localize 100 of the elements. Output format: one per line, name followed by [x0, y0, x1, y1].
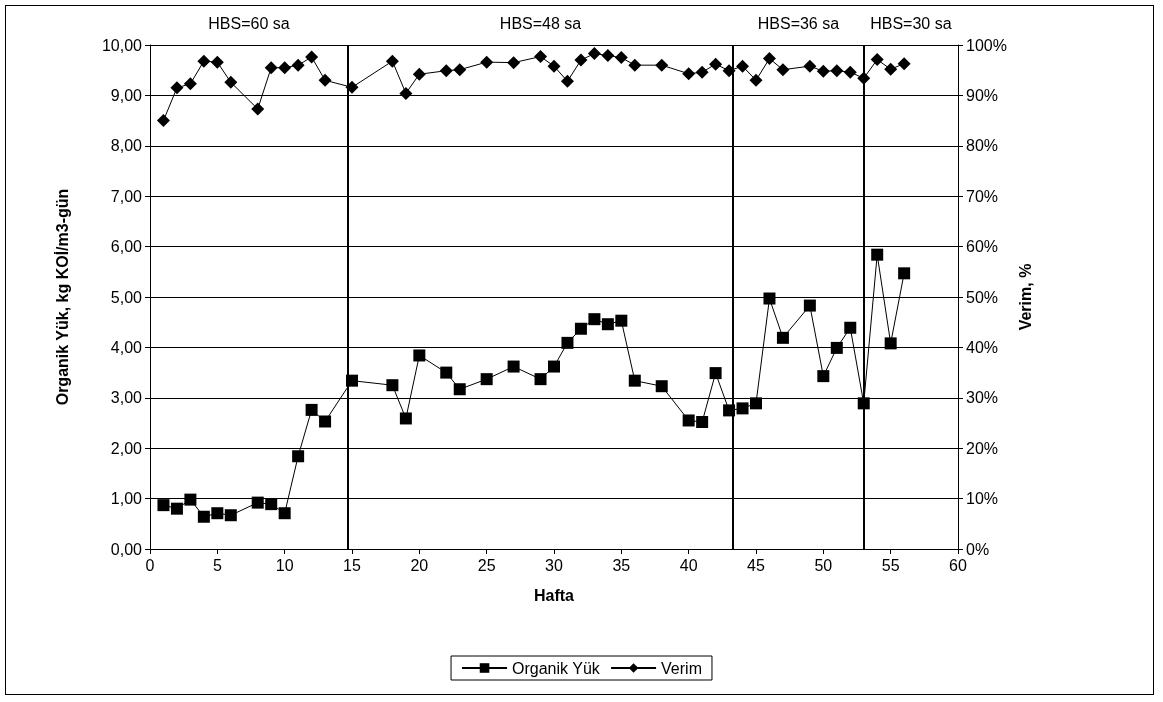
- y2-tick-label: 70%: [966, 187, 999, 205]
- y2-tick-label: 40%: [966, 338, 999, 356]
- y-axis-title: Organik Yük, kg KOİ/m3-gün: [53, 188, 71, 406]
- point: [736, 402, 749, 415]
- legend-label: Organik Yük: [512, 659, 601, 677]
- point: [534, 50, 548, 64]
- y-tick-label: 1,00: [110, 490, 143, 508]
- text: HBS=60 sa: [208, 14, 290, 32]
- point: [817, 370, 830, 383]
- point: [695, 65, 709, 79]
- point: [197, 510, 210, 523]
- x-tick-label: 60: [949, 556, 967, 574]
- y-tick-label: 2,00: [110, 439, 143, 457]
- point: [305, 403, 318, 416]
- point: [561, 336, 574, 349]
- y2-tick-label: 100%: [966, 36, 1007, 54]
- point: [628, 58, 642, 72]
- y2-tick-label: 20%: [966, 439, 999, 457]
- text: HBS=36 sa: [757, 14, 840, 32]
- point: [628, 374, 641, 387]
- point: [601, 49, 615, 63]
- point: [547, 59, 561, 73]
- x-tick-label: 35: [612, 556, 631, 574]
- x-tick-label: 50: [814, 556, 833, 574]
- point: [170, 502, 183, 515]
- point: [291, 58, 305, 72]
- point: [870, 53, 884, 67]
- x-tick-label: 25: [477, 556, 496, 574]
- point: [183, 77, 197, 91]
- point: [453, 383, 466, 396]
- x-tick-label: 0: [145, 556, 155, 574]
- point: [709, 57, 723, 71]
- x-tick-label: 55: [881, 556, 900, 574]
- text: HBS=48 sa: [499, 14, 582, 32]
- point: [655, 380, 668, 393]
- point: [251, 496, 264, 509]
- point: [871, 248, 884, 261]
- point: [224, 75, 238, 89]
- point: [319, 415, 332, 428]
- point: [897, 57, 911, 71]
- point: [696, 415, 709, 428]
- point: [560, 74, 574, 88]
- point: [534, 373, 547, 386]
- point: [601, 318, 614, 331]
- point: [399, 412, 412, 425]
- point: [170, 81, 184, 95]
- point: [412, 67, 426, 81]
- point: [803, 299, 816, 312]
- x-tick-label: 5: [212, 556, 222, 574]
- x-tick-label: 20: [410, 556, 429, 574]
- point: [305, 50, 319, 64]
- point: [413, 349, 426, 362]
- y2-tick-label: 30%: [966, 389, 999, 407]
- point: [224, 509, 237, 522]
- y-tick-label: 8,00: [110, 137, 143, 155]
- y2-tick-label: 60%: [966, 238, 999, 256]
- y-tick-label: 5,00: [110, 288, 143, 306]
- y2-tick-label: 10%: [966, 490, 999, 508]
- point: [399, 86, 413, 100]
- point: [762, 52, 776, 66]
- text: HBS=30 sa: [870, 14, 952, 32]
- point: [278, 61, 292, 75]
- point: [440, 366, 453, 379]
- point: [156, 114, 170, 128]
- point: [480, 55, 494, 69]
- point: [830, 341, 843, 354]
- y2-tick-label: 0%: [966, 540, 990, 558]
- x-tick-label: 45: [747, 556, 765, 574]
- point: [884, 62, 898, 76]
- point: [574, 53, 588, 67]
- point: [184, 493, 197, 506]
- point: [614, 51, 628, 65]
- point: [736, 59, 750, 73]
- point: [898, 267, 911, 280]
- point: [251, 102, 265, 116]
- x-axis-title: Hafta: [533, 586, 575, 604]
- point: [587, 47, 601, 61]
- point: [574, 322, 587, 335]
- point: [439, 64, 453, 78]
- point: [211, 507, 224, 520]
- point: [750, 397, 762, 410]
- point: [830, 64, 844, 78]
- point: [588, 313, 601, 326]
- y-tick-label: 9,00: [110, 86, 143, 104]
- y-tick-label: 6,00: [110, 238, 143, 256]
- y-tick-label: 7,00: [110, 187, 143, 205]
- y2-tick-label: 50%: [966, 288, 999, 306]
- y2-tick-label: 80%: [966, 137, 999, 155]
- point: [157, 499, 170, 512]
- y2-axis-title: Verim, %: [1017, 263, 1035, 331]
- point: [682, 67, 696, 81]
- y2-tick-label: 90%: [966, 86, 999, 104]
- y-tick-label: 0,00: [110, 540, 143, 558]
- point: [843, 65, 857, 79]
- legend-label: Verim: [661, 659, 702, 677]
- point: [763, 292, 776, 305]
- point: [655, 58, 669, 72]
- point: [197, 54, 211, 68]
- point: [844, 321, 857, 334]
- point: [803, 59, 817, 73]
